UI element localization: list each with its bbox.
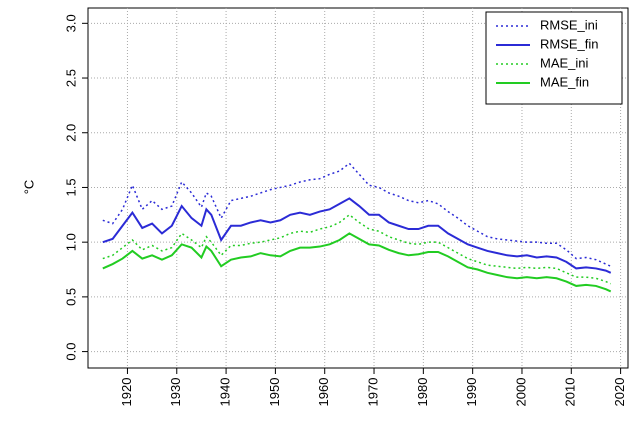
x-tick-label: 1950 [267,378,282,407]
x-tick-label: 1990 [464,378,479,407]
x-tick-label: 1980 [415,378,430,407]
data-line [102,232,612,293]
x-tick-label: 1970 [365,378,380,407]
y-tick-label: 2.5 [63,69,78,87]
x-tick-label: 2000 [513,378,528,407]
y-axis-label: °C [21,180,36,195]
x-tick-label: 1960 [316,378,331,407]
plot-frame [87,7,629,369]
y-tick-label: 1.5 [63,178,78,196]
data-line [102,197,612,274]
legend-label: MAE_fin [540,74,589,89]
legend-label: RMSE_fin [540,36,599,51]
data-line [102,213,612,285]
legend-label: RMSE_ini [540,17,598,32]
legend-label: MAE_ini [540,55,589,70]
legend-box [485,11,623,105]
y-tick-label: 0.5 [63,288,78,306]
x-tick-label: 1940 [218,378,233,407]
x-tick-label: 2010 [563,378,578,407]
y-tick-label: 3.0 [63,14,78,32]
data-line [102,162,612,267]
x-tick-label: 1920 [119,378,134,407]
y-tick-label: 1.0 [63,233,78,251]
x-tick-label: 1930 [168,378,183,407]
y-tick-label: 0.0 [63,343,78,361]
y-tick-label: 2.0 [63,124,78,142]
x-tick-label: 2020 [612,378,627,407]
